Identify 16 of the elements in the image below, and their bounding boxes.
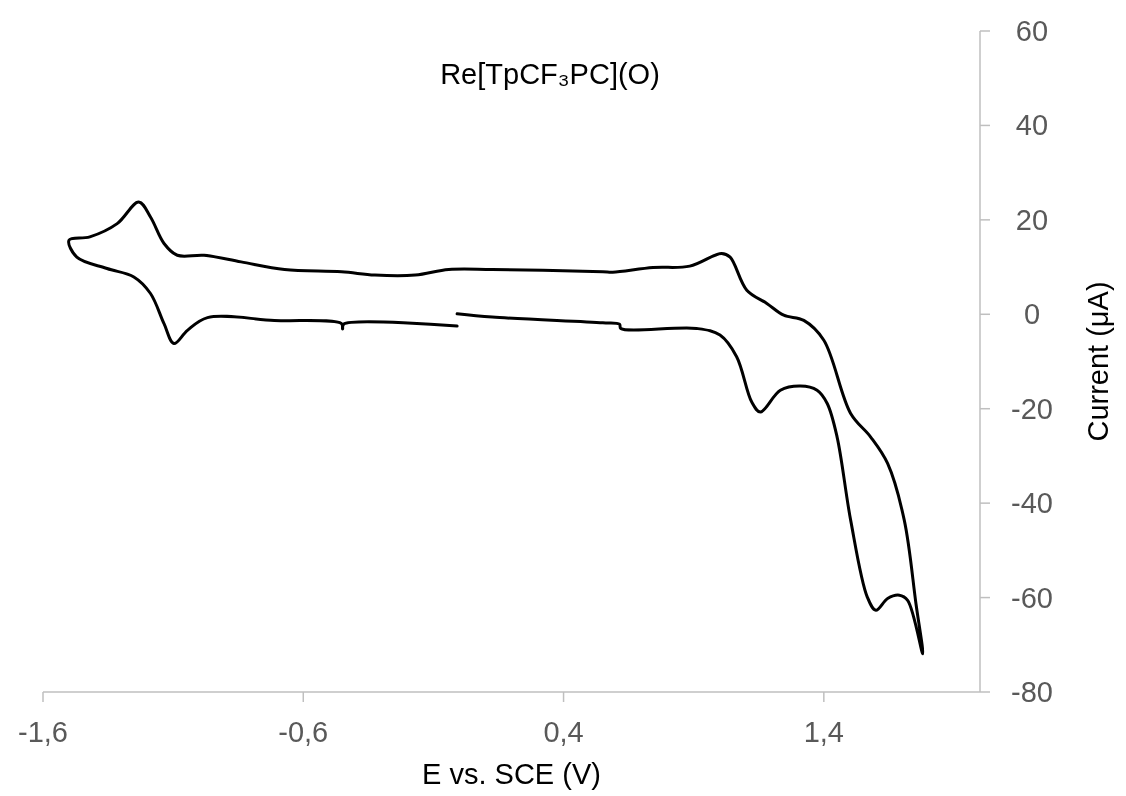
x-axis-title: E vs. SCE (V) (422, 758, 601, 790)
y-tick-label: -20 (1011, 392, 1053, 425)
y-tick-label: 0 (1023, 298, 1041, 331)
y-tick-label: -60 (1011, 581, 1053, 614)
y-tick-label: 20 (1015, 203, 1049, 236)
y-tick-label: -40 (1011, 487, 1053, 520)
y-tick-label: 40 (1015, 109, 1049, 142)
text: Re[TpCF₃PC](O) (440, 58, 660, 90)
x-tick-label: -0,6 (278, 716, 329, 748)
line-series (67, 200, 925, 656)
x-tick-label: -1,6 (18, 716, 68, 748)
x-tick-label: 1,4 (803, 716, 844, 748)
y-tick-label: -80 (1011, 676, 1053, 708)
y-axis-title: Current (μA) (1082, 281, 1114, 442)
x-tick-label: 0,4 (543, 716, 584, 748)
y-tick-label: 60 (1015, 15, 1049, 47)
